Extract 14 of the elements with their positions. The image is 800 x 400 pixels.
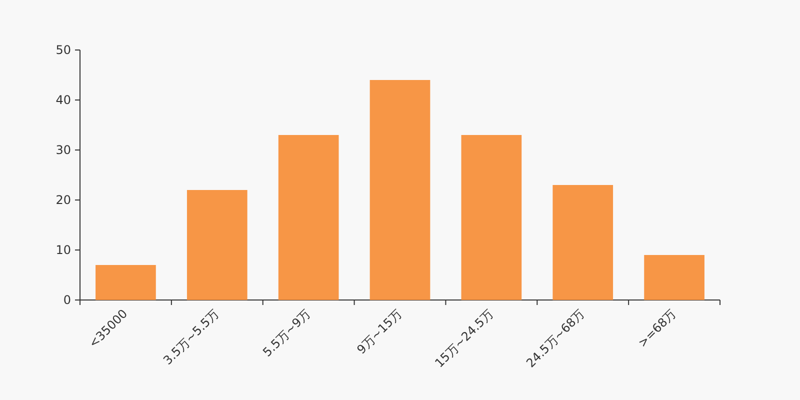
bar: [186, 190, 248, 300]
x-tick-label: 5.5万~9万: [260, 306, 314, 360]
bar: [278, 135, 339, 300]
y-tick-label: 10: [56, 243, 71, 257]
bar: [552, 185, 614, 300]
y-tick-label: 40: [56, 93, 71, 107]
y-tick-label: 20: [56, 193, 71, 207]
y-tick-label: 0: [63, 293, 71, 307]
bar: [370, 80, 430, 300]
bar: [96, 265, 156, 300]
y-tick-label: 30: [56, 143, 71, 157]
y-tick-label: 50: [56, 43, 71, 57]
bar: [461, 135, 522, 300]
bar: [644, 255, 704, 300]
